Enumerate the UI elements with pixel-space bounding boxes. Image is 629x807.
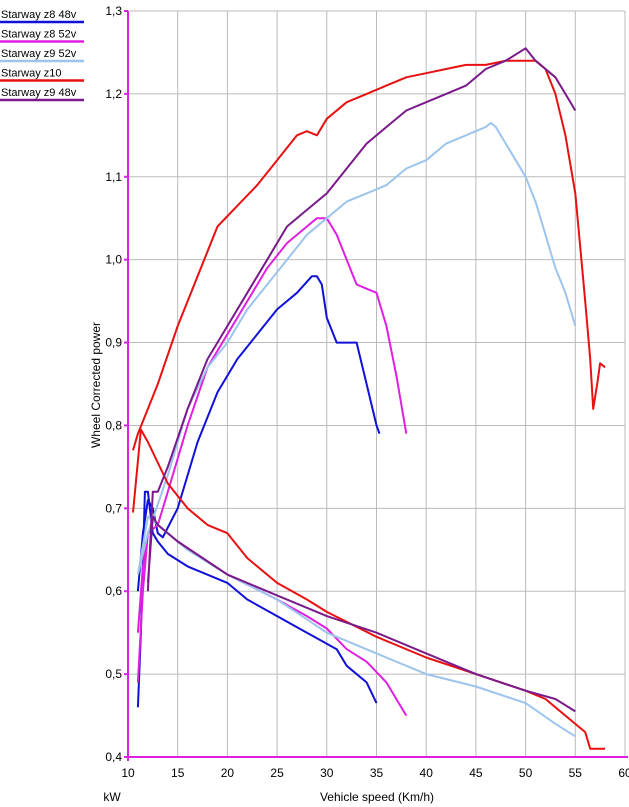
x-tick-label: 25 xyxy=(270,766,284,780)
x-axis-title: Vehicle speed (Km/h) xyxy=(320,790,434,804)
y-tick-label: 0,8 xyxy=(105,418,122,432)
legend-label: Starway z9 48v xyxy=(1,87,77,99)
legend-label: Starway z9 52v xyxy=(1,48,77,60)
x-tick-label: 35 xyxy=(370,766,384,780)
y-tick-label: 1,0 xyxy=(105,253,122,267)
legend-label: Starway z8 48v xyxy=(1,9,77,21)
x-tick-label: 20 xyxy=(221,766,235,780)
legend-label: Starway z10 xyxy=(1,68,62,80)
y-tick-label: 1,3 xyxy=(105,4,122,18)
x-tick-label: 45 xyxy=(469,766,483,780)
series-line xyxy=(136,275,381,708)
x-tick-label: 30 xyxy=(320,766,334,780)
y-tick-label: 0,6 xyxy=(105,584,122,598)
unit-label: kW xyxy=(103,790,121,804)
x-tick-label: 60 xyxy=(618,766,629,780)
y-tick-label: 0,7 xyxy=(105,501,122,515)
y-tick-label: 0,5 xyxy=(105,667,122,681)
y-tick-label: 0,4 xyxy=(105,750,122,764)
y-tick-label: 0,9 xyxy=(105,336,122,350)
series-line xyxy=(146,47,577,713)
y-tick-label: 1,2 xyxy=(105,87,122,101)
x-tick-label: 10 xyxy=(121,766,135,780)
x-tick-label: 55 xyxy=(569,766,583,780)
x-tick-label: 40 xyxy=(420,766,434,780)
legend-label: Starway z8 52v xyxy=(1,29,77,41)
series-line xyxy=(132,59,606,750)
x-tick-label: 50 xyxy=(519,766,533,780)
y-axis-title: Wheel Corrected power xyxy=(89,322,103,448)
y-tick-label: 1,1 xyxy=(105,170,122,184)
x-tick-label: 15 xyxy=(171,766,185,780)
